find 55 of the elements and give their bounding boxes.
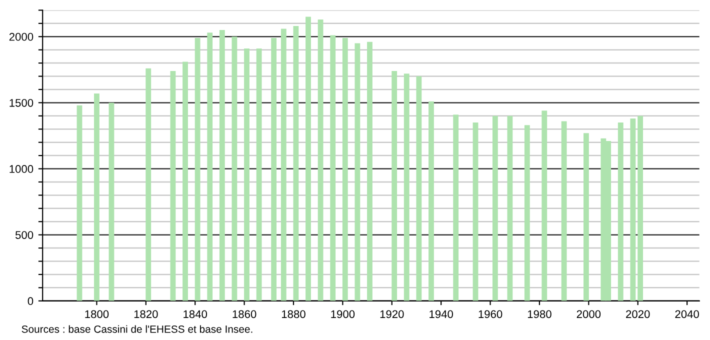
bar [219, 30, 225, 301]
bar [354, 43, 360, 301]
bar [108, 102, 114, 301]
bar [232, 36, 238, 301]
bar [472, 122, 478, 301]
x-tick-label: 1820 [134, 310, 158, 318]
bar [271, 38, 277, 301]
bar [507, 116, 513, 301]
x-tick-label: 1940 [430, 310, 454, 318]
bar [404, 74, 410, 301]
bar [244, 48, 250, 301]
x-tick-label: 1840 [184, 310, 208, 318]
bar [542, 110, 548, 301]
bar [618, 122, 624, 301]
y-tick-label: 0 [28, 297, 34, 306]
bar [342, 38, 348, 301]
bar [524, 125, 530, 301]
bar [630, 118, 636, 301]
bar [76, 105, 82, 301]
bar [428, 101, 434, 301]
bar [492, 116, 498, 301]
bar [583, 133, 589, 301]
x-tick-label: 2040 [675, 310, 699, 318]
bar [256, 48, 262, 301]
bar [146, 68, 152, 301]
bar [416, 76, 422, 301]
bar [280, 28, 286, 301]
bar [94, 93, 100, 301]
bar [453, 114, 459, 301]
y-tick-label: 1000 [10, 165, 34, 173]
x-tick-label: 1960 [478, 310, 502, 318]
bar [293, 26, 299, 301]
y-tick-label: 500 [15, 231, 34, 239]
x-tick-label: 2000 [576, 310, 601, 318]
x-tick-label: 1860 [232, 310, 256, 318]
x-tick-label: 2020 [626, 310, 650, 318]
bar [638, 116, 644, 301]
bar [367, 42, 372, 301]
bar [306, 16, 311, 301]
y-tick-label: 2000 [9, 32, 34, 41]
bar [170, 70, 176, 301]
x-tick-label: 1900 [331, 310, 355, 318]
x-tick-label: 1980 [528, 310, 552, 318]
x-tick-label: 1920 [380, 310, 404, 318]
bar [194, 38, 200, 301]
bar [207, 32, 213, 301]
source-note: Sources : base Cassini de l'EHESS et base Insee. [22, 325, 252, 333]
y-tick-label: 1500 [10, 98, 34, 107]
bar [182, 62, 188, 301]
bar [330, 35, 336, 301]
bar [318, 19, 324, 301]
x-tick-label: 1800 [85, 310, 109, 318]
x-tick-label: 1880 [282, 310, 306, 318]
bar [561, 121, 567, 301]
bar [392, 70, 398, 301]
